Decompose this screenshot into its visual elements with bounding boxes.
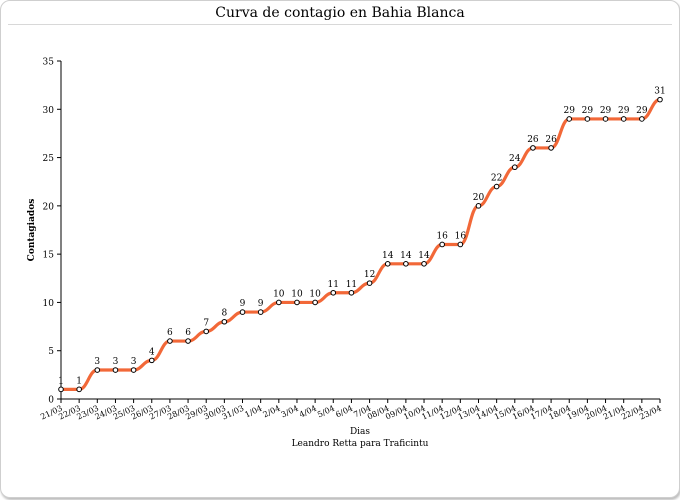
data-label: 29	[600, 106, 612, 116]
data-label: 10	[273, 289, 285, 299]
data-label: 16	[455, 231, 467, 241]
x-tick-label: 2/04	[262, 404, 282, 420]
data-point	[239, 309, 246, 315]
data-point	[566, 116, 573, 122]
data-label: 10	[291, 289, 303, 299]
data-label: 29	[618, 106, 630, 116]
data-point	[548, 145, 554, 151]
data-point	[112, 367, 119, 373]
y-tick-label: 5	[48, 347, 54, 357]
x-tick-label: 1/04	[243, 404, 263, 420]
data-label: 14	[382, 251, 394, 261]
data-label: 6	[167, 328, 173, 338]
data-point	[620, 116, 627, 122]
data-label: 12	[364, 270, 375, 280]
y-tick-label: 25	[43, 154, 55, 164]
data-point	[384, 261, 391, 267]
data-point	[639, 116, 645, 122]
data-label: 3	[94, 357, 100, 367]
x-tick-label: 3/04	[280, 404, 300, 420]
data-label: 9	[258, 299, 264, 309]
y-tick-label: 15	[43, 251, 55, 261]
x-tick-label: 5/04	[316, 404, 336, 420]
data-point	[167, 338, 173, 344]
data-label: 4	[149, 347, 155, 357]
data-point	[294, 299, 300, 306]
data-point	[421, 261, 427, 267]
chart-title: Curva de contagio en Bahia Blanca	[215, 5, 465, 21]
data-point	[185, 338, 191, 344]
data-point	[530, 145, 536, 151]
data-point	[148, 357, 155, 364]
y-axis-title: Contagiados	[27, 199, 37, 262]
data-label: 14	[400, 251, 412, 261]
data-label: 11	[346, 280, 357, 290]
data-label: 8	[221, 309, 227, 319]
data-label: 24	[509, 154, 521, 164]
data-point	[276, 299, 282, 306]
x-tick-label: 6/04	[334, 404, 354, 420]
data-point	[439, 241, 445, 248]
data-label: 10	[309, 289, 321, 299]
y-tick-label: 10	[43, 299, 55, 309]
data-point	[657, 96, 663, 103]
data-label: 1	[58, 376, 64, 386]
data-label: 31	[654, 87, 665, 97]
data-label: 3	[113, 357, 119, 367]
title-divider	[8, 24, 672, 25]
data-label: 1	[76, 376, 82, 386]
data-point	[511, 164, 518, 171]
data-point	[403, 261, 409, 267]
data-label: 22	[491, 174, 502, 184]
data-point	[58, 386, 64, 393]
data-point	[330, 289, 337, 296]
data-label: 29	[582, 106, 594, 116]
data-point	[130, 367, 137, 373]
data-label: 7	[203, 318, 209, 328]
data-point	[257, 309, 264, 315]
data-point	[493, 183, 500, 190]
data-label: 14	[418, 251, 430, 261]
data-point	[602, 116, 609, 122]
data-point	[312, 299, 318, 306]
data-point	[221, 318, 228, 325]
data-label: 9	[240, 299, 246, 309]
data-point	[457, 241, 464, 248]
data-label: 29	[564, 106, 576, 116]
x-tick-label: 4/04	[298, 404, 318, 420]
data-label: 20	[473, 193, 485, 203]
data-label: 11	[328, 280, 339, 290]
y-tick-label: 0	[48, 396, 54, 406]
data-point	[203, 328, 210, 335]
data-label: 26	[527, 135, 539, 145]
data-label: 3	[131, 357, 137, 367]
data-point	[94, 367, 101, 373]
y-tick-label: 20	[43, 202, 55, 212]
y-tick-label: 30	[43, 106, 55, 116]
data-point	[366, 280, 373, 286]
data-point	[475, 203, 482, 209]
data-label: 26	[545, 135, 557, 145]
data-label: 29	[636, 106, 648, 116]
data-label: 6	[185, 328, 191, 338]
series-line	[59, 98, 662, 391]
data-label: 16	[436, 231, 448, 241]
data-point	[76, 386, 82, 393]
y-tick-label: 35	[43, 58, 55, 68]
chart-credit: Leandro Retta para Traficintu	[292, 439, 429, 449]
data-point	[584, 116, 591, 122]
x-axis-title: Dias	[350, 427, 370, 437]
data-point	[348, 289, 355, 296]
